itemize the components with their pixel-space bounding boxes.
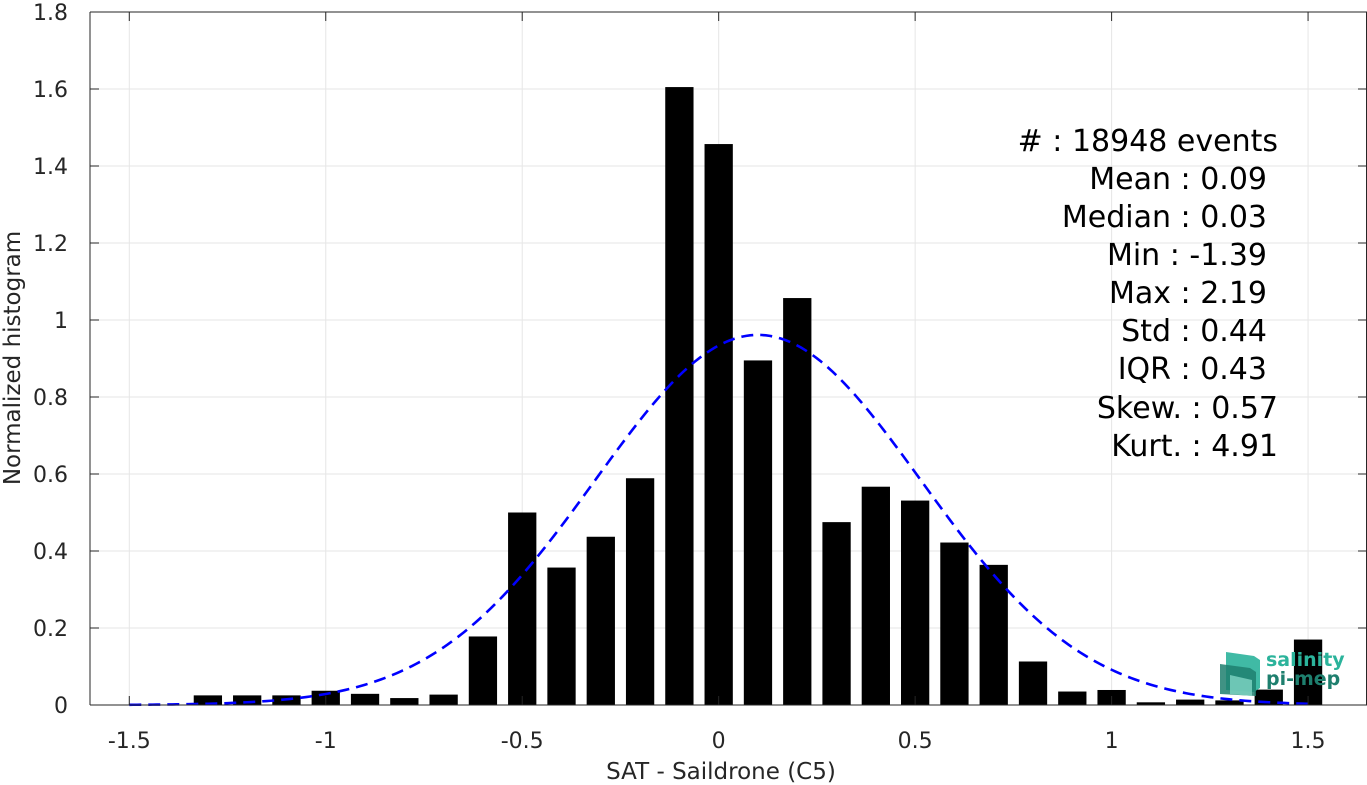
axes-box xyxy=(89,11,1367,706)
histogram-bar xyxy=(900,500,930,705)
x-axis-ticks: -1.5 -1 -0.5 0 0.5 1 1.5 xyxy=(108,12,1326,754)
stat-min: Min : -1.39 xyxy=(1107,238,1267,273)
histogram-bar xyxy=(350,693,380,705)
logo-line1: salinity xyxy=(1266,649,1345,671)
stat-mean: Mean : 0.09 xyxy=(1089,162,1267,197)
stat-iqr: IQR : 0.43 xyxy=(1118,352,1267,387)
histogram-bar xyxy=(743,360,773,705)
x-tick-label: -0.5 xyxy=(501,729,544,754)
logo-wave-icon xyxy=(1220,652,1260,696)
statistics-annotation: # : 18948 events Mean : 0.09 Median : 0.… xyxy=(1018,124,1278,464)
histogram-bar xyxy=(233,695,262,705)
x-tick-label: 0.5 xyxy=(898,729,933,754)
y-tick-label: 1 xyxy=(54,309,68,334)
histogram-bar xyxy=(547,567,576,705)
histogram-bar xyxy=(1136,702,1166,705)
histogram-bar xyxy=(1293,639,1323,705)
x-axis-label: SAT - Saildrone (C5) xyxy=(606,759,836,785)
x-tick-label: 1.5 xyxy=(1291,729,1326,754)
histogram-bar xyxy=(979,564,1008,705)
histogram-bar xyxy=(1215,700,1244,705)
y-tick-label: 1.8 xyxy=(33,1,68,26)
histogram-bar xyxy=(508,512,537,705)
histogram-bars xyxy=(193,87,1323,705)
histogram-bar xyxy=(193,695,223,705)
x-tick-label: 0 xyxy=(712,729,726,754)
y-axis-ticks: 0 0.2 0.4 0.6 0.8 1 1.2 1.4 1.6 1.8 xyxy=(33,1,1367,719)
x-tick-label: 1 xyxy=(1105,729,1119,754)
y-tick-label: 0 xyxy=(54,694,68,719)
stat-events: # : 18948 events xyxy=(1018,124,1278,159)
stat-std: Std : 0.44 xyxy=(1121,314,1267,349)
histogram-bar xyxy=(1018,661,1048,705)
histogram-bar xyxy=(822,522,851,705)
histogram-bar xyxy=(586,536,615,705)
y-tick-label: 1.4 xyxy=(33,155,68,180)
histogram-bar xyxy=(1058,691,1087,705)
stat-median: Median : 0.03 xyxy=(1062,200,1267,235)
y-tick-label: 0.8 xyxy=(33,386,68,411)
histogram-bar xyxy=(783,298,812,705)
salinity-pi-mep-logo: salinity pi-mep xyxy=(1220,649,1345,696)
histogram-bar xyxy=(1176,699,1205,705)
normal-fit-curve xyxy=(129,333,1309,707)
y-axis-label: Normalized histogram xyxy=(0,231,26,485)
histogram-bar xyxy=(625,478,655,705)
x-tick-label: -1.5 xyxy=(108,729,151,754)
logo-line2: pi-mep xyxy=(1266,668,1340,690)
histogram-bar xyxy=(390,698,419,705)
x-tick-label: -1 xyxy=(315,729,337,754)
stat-max: Max : 2.19 xyxy=(1109,276,1267,311)
histogram-bar xyxy=(665,87,694,705)
y-tick-label: 1.2 xyxy=(33,232,68,257)
stat-kurt: Kurt. : 4.91 xyxy=(1111,429,1278,464)
y-tick-label: 0.2 xyxy=(33,617,68,642)
histogram-bar xyxy=(429,694,458,705)
y-tick-label: 0.6 xyxy=(33,463,68,488)
histogram-bar xyxy=(468,636,498,705)
histogram-bar xyxy=(861,486,890,705)
stat-skew: Skew. : 0.57 xyxy=(1097,391,1278,426)
histogram-bar xyxy=(704,144,733,705)
y-tick-label: 1.6 xyxy=(33,78,68,103)
histogram-bar xyxy=(940,542,969,705)
y-tick-label: 0.4 xyxy=(33,540,68,565)
